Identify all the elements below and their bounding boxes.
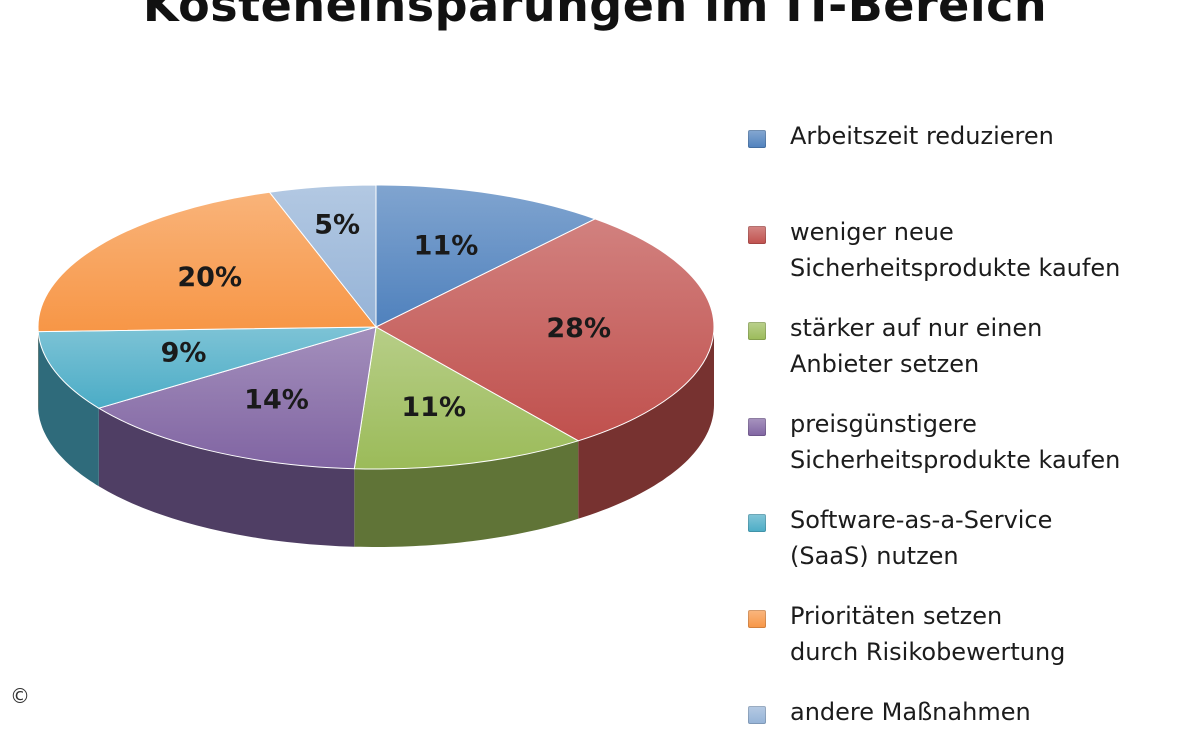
legend-swatch bbox=[748, 322, 766, 340]
legend-label-line: weniger neue bbox=[790, 214, 1120, 250]
legend-label: Software-as-a-Service(SaaS) nutzen bbox=[790, 502, 1052, 574]
data-label-2: 11% bbox=[401, 392, 466, 423]
legend-label-line: preisgünstigere bbox=[790, 406, 1120, 442]
copyright-icon: © bbox=[10, 684, 30, 708]
data-label-4: 9% bbox=[161, 337, 207, 368]
legend-swatch bbox=[748, 226, 766, 244]
legend-swatch bbox=[748, 706, 766, 724]
legend-label: andere Maßnahmen bbox=[790, 694, 1031, 730]
data-label-3: 14% bbox=[244, 385, 309, 416]
data-label-0: 11% bbox=[414, 231, 479, 262]
legend-label-line: Sicherheitsprodukte kaufen bbox=[790, 442, 1120, 478]
legend-label-line: durch Risikobewertung bbox=[790, 634, 1065, 670]
legend-item: andere Maßnahmen bbox=[748, 694, 1193, 734]
data-label-5: 20% bbox=[177, 262, 242, 293]
legend-label-line: andere Maßnahmen bbox=[790, 694, 1031, 730]
legend-swatch bbox=[748, 514, 766, 532]
legend-label-line: Prioritäten setzen bbox=[790, 598, 1065, 634]
legend-label-line: (SaaS) nutzen bbox=[790, 538, 1052, 574]
legend-swatch bbox=[748, 418, 766, 436]
legend-swatch bbox=[748, 610, 766, 628]
legend-swatch bbox=[748, 130, 766, 148]
legend-item: Software-as-a-Service(SaaS) nutzen bbox=[748, 502, 1193, 598]
legend-label-line: Sicherheitsprodukte kaufen bbox=[790, 250, 1120, 286]
legend-label-line: Arbeitszeit reduzieren bbox=[790, 118, 1054, 154]
legend-label-line: stärker auf nur einen bbox=[790, 310, 1042, 346]
pie-chart: 11% 28% 11% 14% 9% 20% 5% bbox=[0, 0, 730, 720]
legend-item: Arbeitszeit reduzieren bbox=[748, 118, 1193, 214]
legend-label: Arbeitszeit reduzieren bbox=[790, 118, 1054, 154]
legend-label-line: Anbieter setzen bbox=[790, 346, 1042, 382]
data-label-6: 5% bbox=[314, 210, 360, 241]
legend-label-line: Software-as-a-Service bbox=[790, 502, 1052, 538]
data-label-1: 28% bbox=[546, 313, 611, 344]
